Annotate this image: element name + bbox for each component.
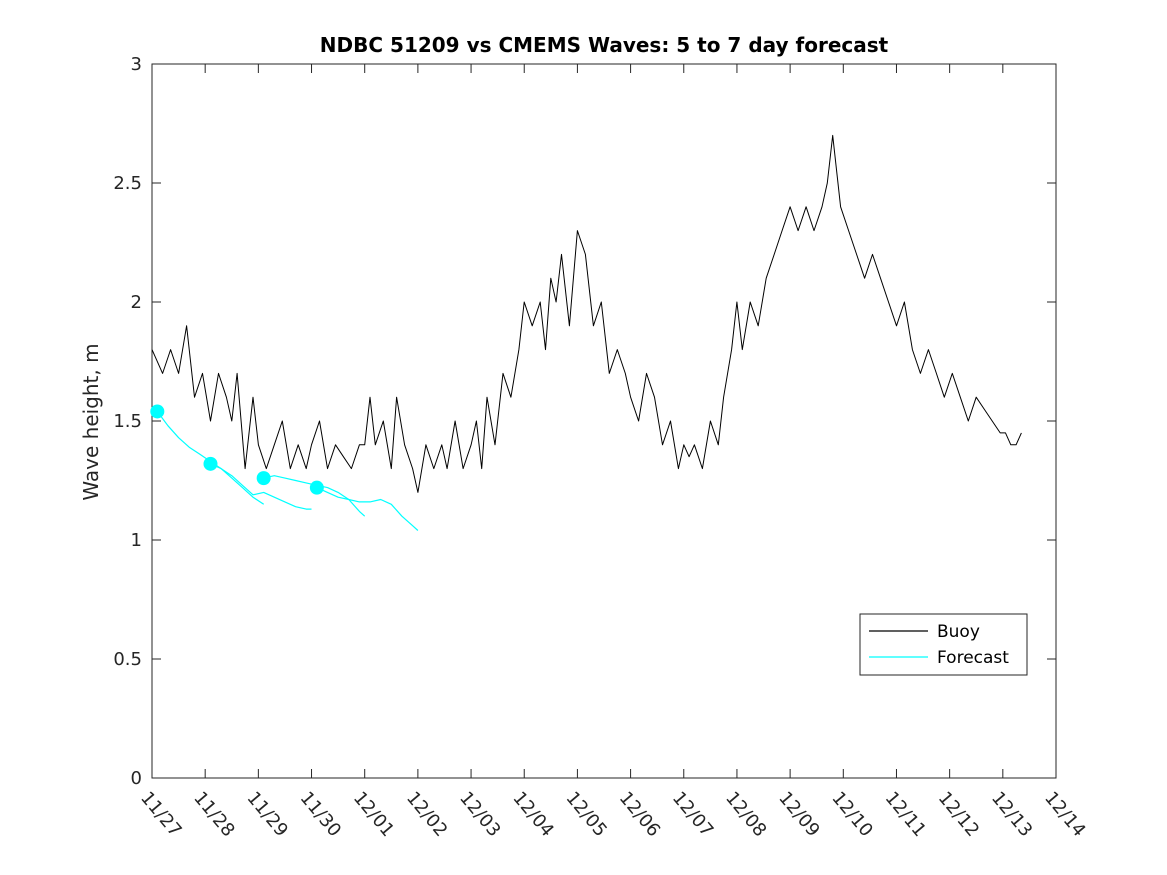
y-axis-label: Wave height, m	[79, 343, 103, 500]
legend-label: Forecast	[937, 648, 1009, 668]
legend-label: Buoy	[937, 622, 980, 642]
legend-box	[859, 613, 1028, 676]
buoy-series-line	[151, 134, 1022, 493]
forecast-start-marker	[256, 471, 271, 486]
y-tick-label: 0	[131, 768, 142, 789]
chart-title: NDBC 51209 vs CMEMS Waves: 5 to 7 day fo…	[320, 33, 889, 57]
forecast-start-marker	[309, 480, 324, 495]
y-tick-label: 2	[131, 292, 142, 313]
forecast-start-marker	[203, 456, 218, 471]
y-tick-label: 1.5	[113, 411, 142, 432]
y-tick-label: 3	[131, 54, 142, 75]
y-tick-label: 0.5	[113, 649, 142, 670]
forecast-series-line-2	[210, 463, 312, 510]
y-tick-label: 2.5	[113, 173, 142, 194]
forecast-series-line-4	[316, 487, 419, 531]
y-tick-label: 1	[131, 530, 142, 551]
forecast-start-marker	[150, 404, 165, 419]
